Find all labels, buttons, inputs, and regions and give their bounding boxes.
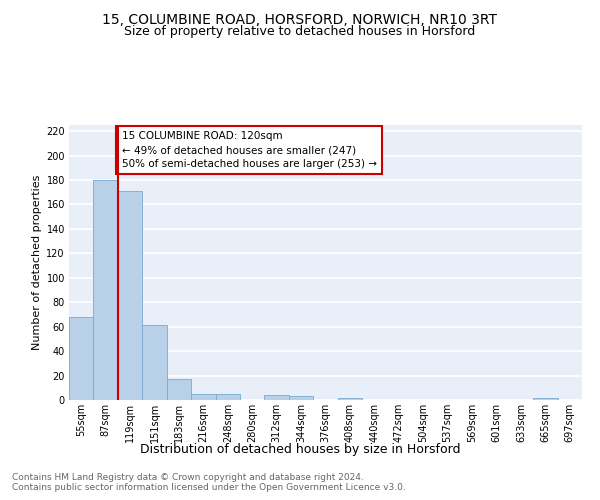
Text: Contains HM Land Registry data © Crown copyright and database right 2024.
Contai: Contains HM Land Registry data © Crown c… xyxy=(12,472,406,492)
Text: Distribution of detached houses by size in Horsford: Distribution of detached houses by size … xyxy=(140,442,460,456)
Text: 15, COLUMBINE ROAD, HORSFORD, NORWICH, NR10 3RT: 15, COLUMBINE ROAD, HORSFORD, NORWICH, N… xyxy=(103,12,497,26)
Text: 15 COLUMBINE ROAD: 120sqm
← 49% of detached houses are smaller (247)
50% of semi: 15 COLUMBINE ROAD: 120sqm ← 49% of detac… xyxy=(122,131,377,169)
Y-axis label: Number of detached properties: Number of detached properties xyxy=(32,175,42,350)
Bar xyxy=(118,191,142,400)
Bar xyxy=(142,326,167,400)
Bar xyxy=(167,379,191,400)
Bar xyxy=(69,317,94,400)
Bar xyxy=(94,180,118,400)
Bar xyxy=(289,396,313,400)
Bar xyxy=(265,395,289,400)
Bar xyxy=(338,398,362,400)
Bar xyxy=(215,394,240,400)
Bar xyxy=(533,398,557,400)
Text: Size of property relative to detached houses in Horsford: Size of property relative to detached ho… xyxy=(124,25,476,38)
Bar xyxy=(191,394,215,400)
